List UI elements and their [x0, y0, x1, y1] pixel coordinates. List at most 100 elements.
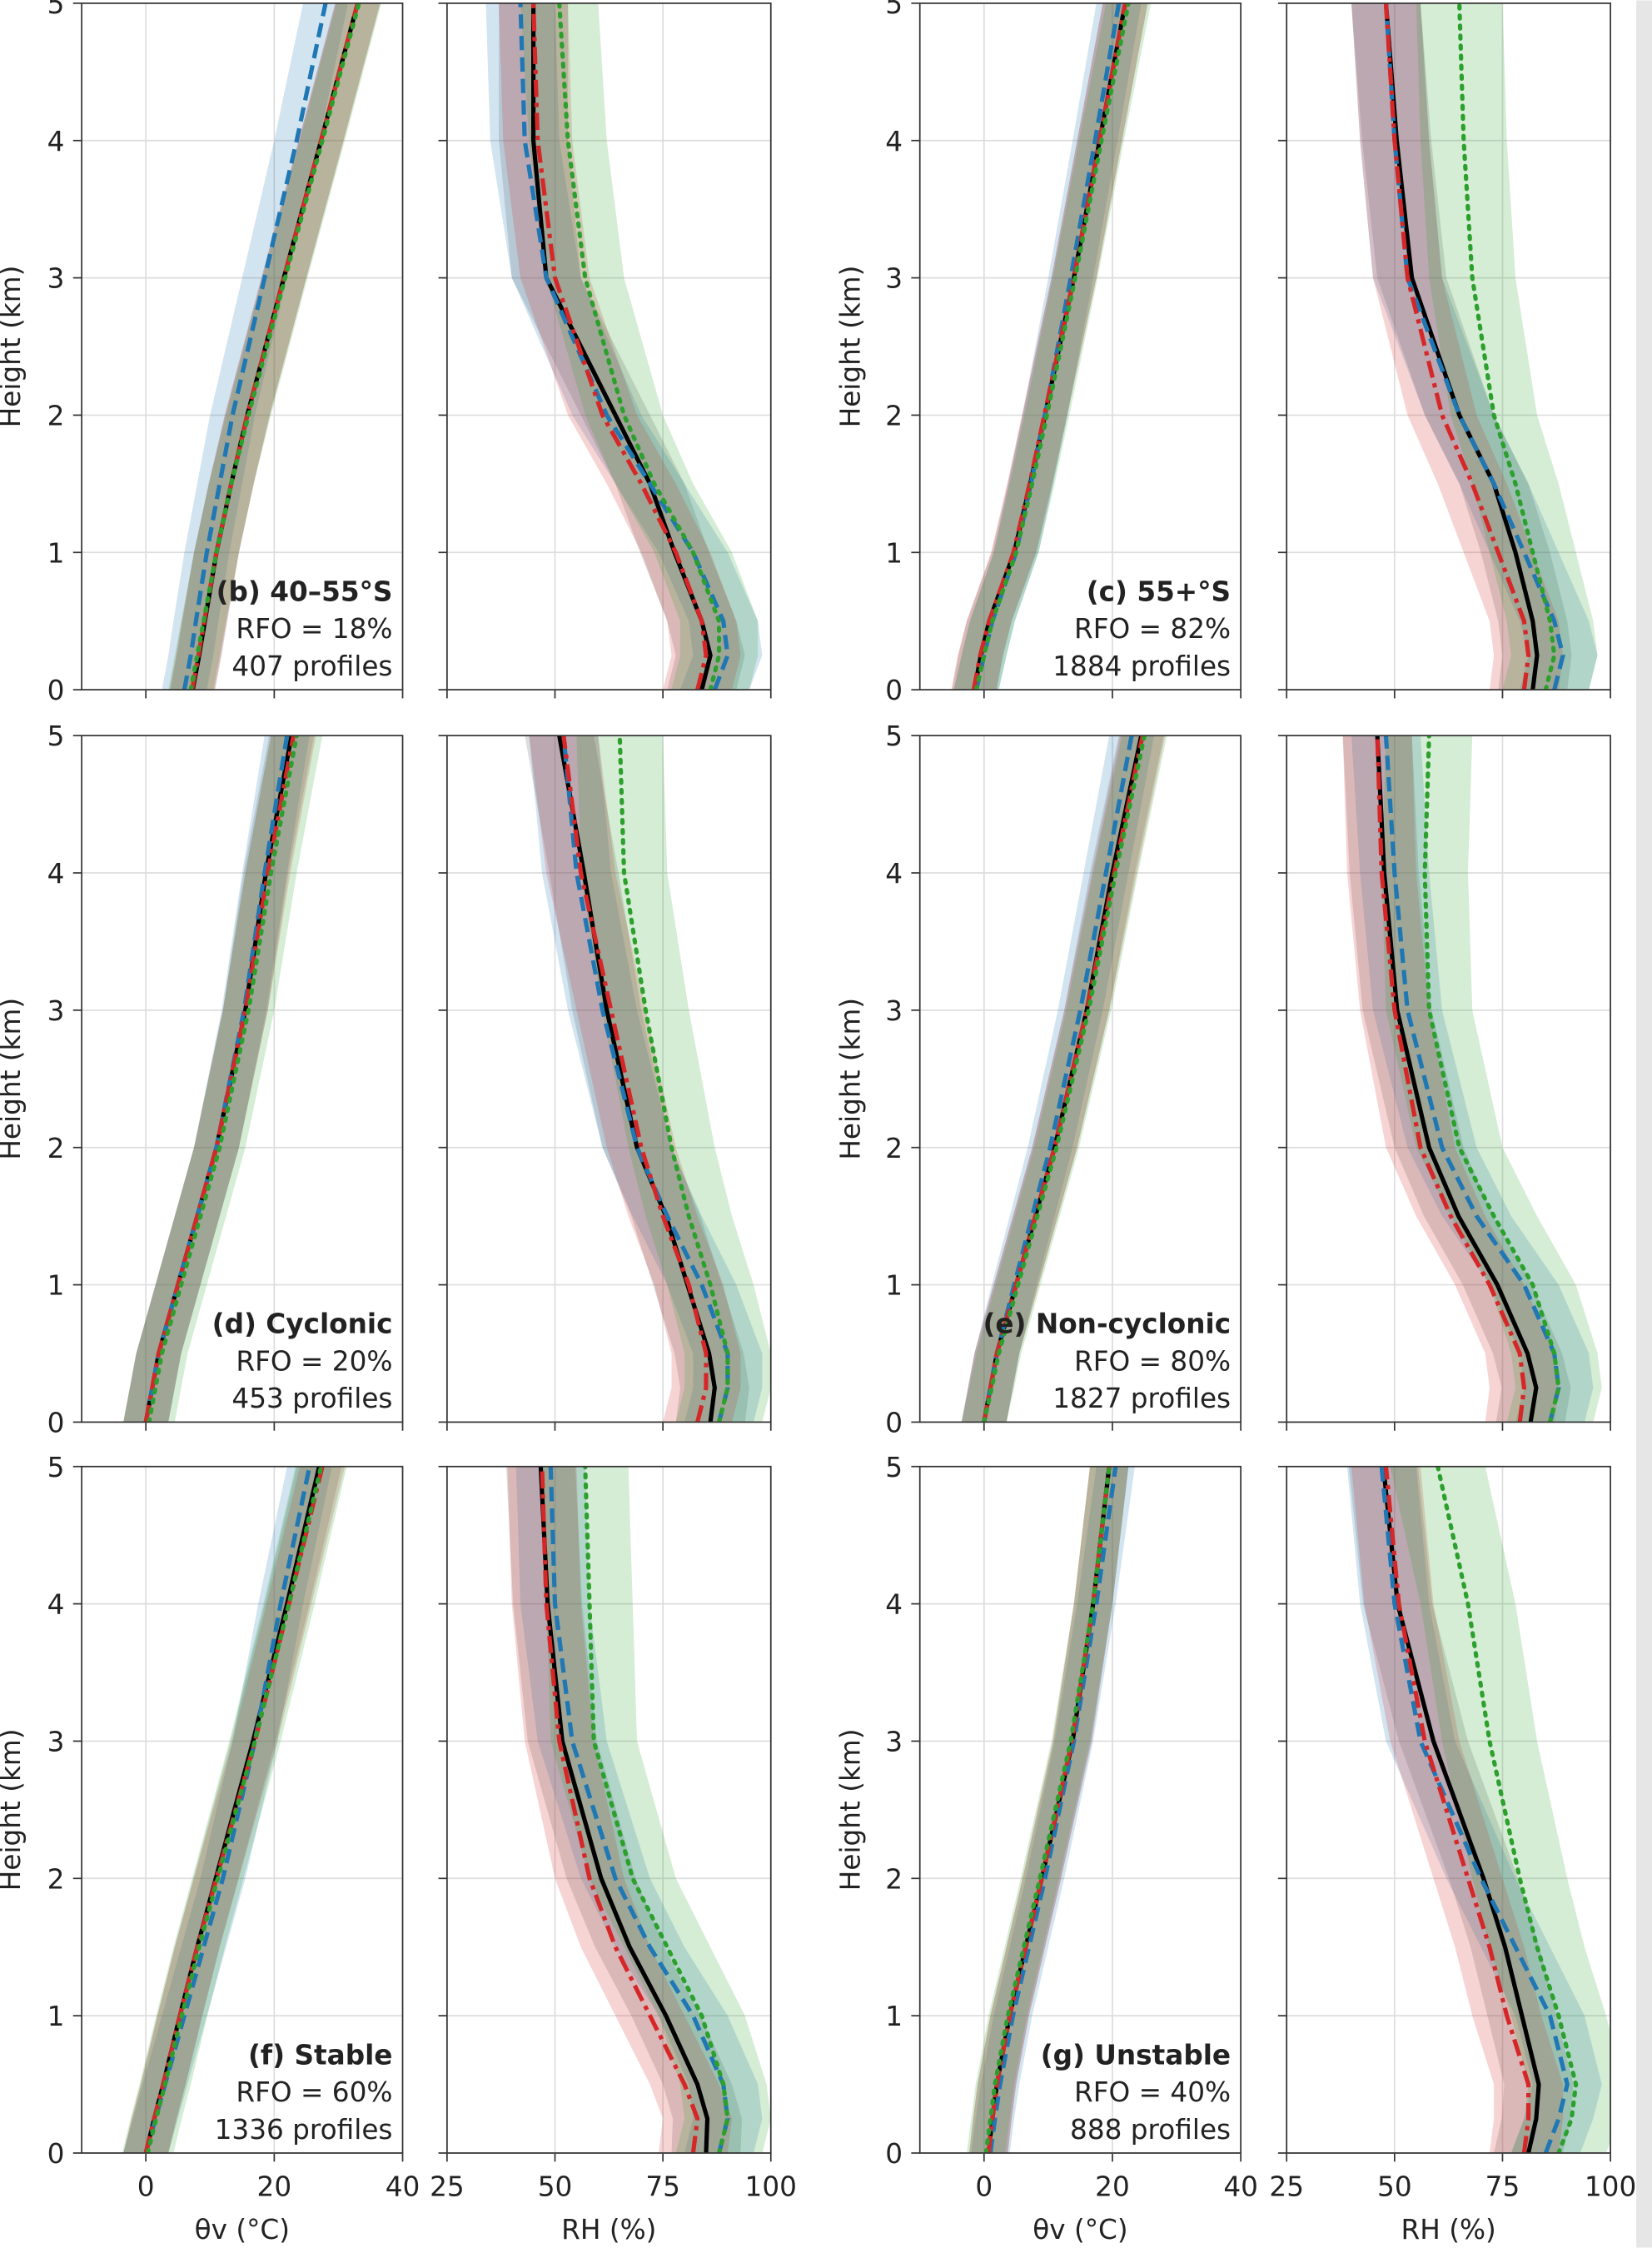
scrollbar [1636, 0, 1652, 2248]
y-tick-label: 2 [47, 400, 65, 431]
y-tick-label: 5 [47, 1452, 65, 1483]
y-tick-label: 4 [885, 1589, 903, 1621]
profile-line [988, 1466, 1118, 2153]
profile-line [973, 2, 1131, 690]
x-tick-label: 75 [645, 2171, 680, 2203]
spread-band [123, 735, 323, 1423]
y-tick-label: 5 [885, 0, 903, 20]
axes-frame [918, 735, 1242, 1423]
y-tick-label: 3 [885, 263, 903, 295]
y-tick-label: 3 [47, 1726, 65, 1757]
panel: 0 1 2 3 4 5 (e) Non-cyclonic RFO = 80% 1827 prof… [834, 720, 1242, 1438]
y-tick-label: 2 [885, 1133, 903, 1164]
profile-line [971, 2, 1127, 690]
profile-line [518, 2, 730, 690]
plot-area [966, 1466, 1135, 2153]
y-axis-label: Height (km) [0, 998, 27, 1160]
spread-band [485, 2, 763, 690]
y-tick-label: 0 [885, 675, 903, 706]
plot-area [525, 735, 771, 1423]
annotation: 1336 profiles [215, 2114, 393, 2146]
spread-band [953, 2, 1152, 690]
annotation: (d) Cyclonic [212, 1308, 393, 1340]
y-tick-label: 5 [885, 720, 903, 752]
profile-line [983, 1466, 1112, 2153]
y-tick-label: 5 [47, 720, 65, 752]
annotation: RFO = 80% [1074, 1345, 1231, 1377]
plot-area [123, 735, 323, 1423]
annotation: (e) Non-cyclonic [983, 1308, 1231, 1340]
annotation: 407 profiles [231, 650, 392, 682]
spread-band [1351, 735, 1594, 1423]
y-tick-label: 2 [885, 1863, 903, 1895]
plot-area [961, 735, 1167, 1423]
axes-frame [81, 2, 404, 690]
y-tick-label: 2 [885, 400, 903, 431]
y-tick-label: 4 [47, 1589, 65, 1621]
panel: 25 50 75 100 RH (%) [1269, 1465, 1636, 2246]
spread-band [1381, 735, 1602, 1423]
annotation: RFO = 60% [236, 2076, 392, 2108]
axes-frame [446, 1465, 772, 2154]
x-tick-label: 25 [430, 2171, 465, 2203]
profile-line [1457, 2, 1557, 690]
annotation: RFO = 20% [236, 1345, 392, 1377]
panel [438, 2, 772, 699]
plot-area [122, 1466, 347, 2153]
annotation: 453 profiles [231, 1383, 392, 1414]
plot-area [162, 2, 382, 690]
profile-line [1375, 735, 1539, 1423]
profile-line [583, 1466, 730, 2153]
x-tick-label: 50 [1377, 2171, 1412, 2203]
profile-line [540, 1466, 700, 2153]
profile-line [1379, 1466, 1570, 2153]
y-tick-label: 4 [885, 858, 903, 890]
spread-band [576, 735, 771, 1423]
panel [1277, 2, 1611, 699]
plot-area [1346, 1466, 1611, 2153]
spread-band [507, 1466, 733, 2153]
y-tick-label: 3 [885, 1726, 903, 1757]
y-tick-label: 0 [47, 1407, 65, 1438]
x-tick-label: 100 [1585, 2171, 1636, 2203]
y-tick-label: 4 [885, 126, 903, 157]
panel: 0 20 40 0 1 2 3 4 5 (f) Stable RFO = 60% 1336 profi… [0, 1452, 420, 2246]
axes-frame [1286, 735, 1611, 1423]
spread-band [123, 735, 316, 1423]
panel: 0 20 40 0 1 2 3 4 5 (g) Unstable RFO = 40% 888 prof… [834, 1452, 1258, 2246]
spread-band [520, 2, 759, 690]
x-axis-label: RH (%) [1401, 2214, 1496, 2246]
x-tick-label: 50 [538, 2171, 573, 2203]
profile-line [1383, 2, 1565, 690]
axes-frame [81, 735, 404, 1423]
x-axis-label: θv (°C) [195, 2214, 290, 2246]
x-axis-label: RH (%) [561, 2214, 656, 2246]
axes-frame [1286, 2, 1611, 690]
spread-band [1416, 2, 1598, 690]
annotation: RFO = 18% [236, 613, 392, 645]
axes-frame [1286, 1465, 1611, 2154]
profile-line [617, 735, 730, 1423]
spread-band [971, 1466, 1135, 2153]
y-tick-label: 4 [47, 126, 65, 157]
annotation: 1827 profiles [1052, 1383, 1231, 1414]
spread-band [162, 2, 348, 690]
profile-line [982, 735, 1147, 1423]
y-axis-label: Height (km) [834, 1729, 866, 1892]
y-tick-label: 0 [47, 2138, 65, 2170]
annotation: (g) Unstable [1041, 2039, 1231, 2071]
panel [1277, 735, 1611, 1431]
profile-line [1436, 1466, 1579, 2153]
profile-line [1422, 735, 1561, 1423]
spread-band [1351, 2, 1572, 690]
profile-line [147, 735, 299, 1423]
profile-line [557, 2, 722, 690]
spread-band [952, 2, 1148, 690]
profile-line [974, 2, 1122, 690]
profile-line [143, 735, 296, 1423]
spread-band [168, 2, 382, 690]
panel: 0 1 2 3 4 5 (c) 55+°S RFO = 82% 1884 profiles Hei… [834, 0, 1242, 706]
x-tick-label: 40 [1223, 2171, 1258, 2203]
